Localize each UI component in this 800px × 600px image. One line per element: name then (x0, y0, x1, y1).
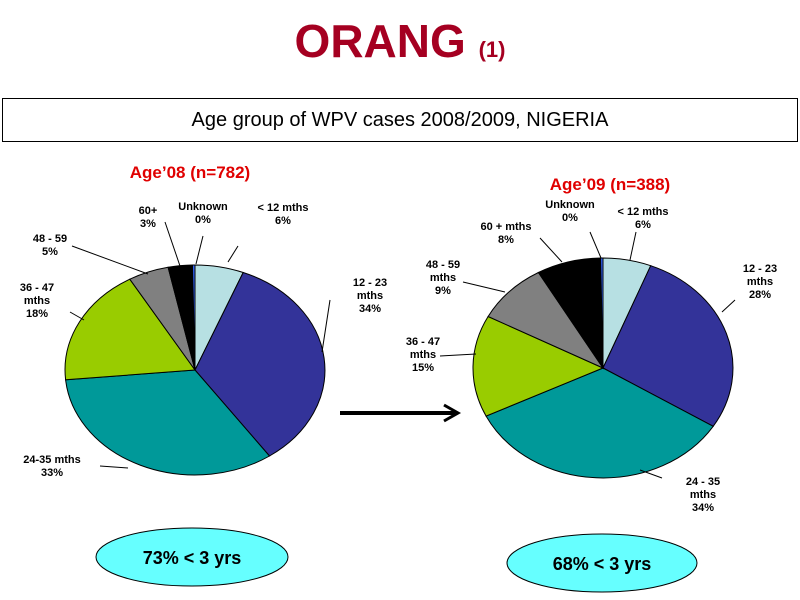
summary-ellipse-1 (95, 527, 289, 587)
pie2-label-1: < 12 mths 6% (617, 206, 668, 231)
pie1-label-6: 60+ 3% (139, 205, 158, 230)
summary-text-2: 68% < 3 yrs (553, 554, 652, 574)
slide-title-suffix: (1) (478, 37, 506, 62)
pie2-slice-3 (485, 367, 714, 479)
pie1-leader-2 (321, 299, 331, 353)
pie2-slice-4 (472, 315, 605, 417)
pie2-title: Age’09 (n=388) (550, 175, 670, 194)
pie1-title: Age’08 (n=782) (130, 163, 250, 182)
pie2-label-4: 36 - 47 mths 15% (406, 336, 440, 374)
pie1-slice-3 (65, 369, 271, 476)
pie1-leader-4 (69, 311, 85, 321)
arrow-head (443, 403, 462, 423)
pie1-slice-2 (194, 271, 326, 457)
pie1-leader-3 (99, 465, 129, 469)
subtitle-text: Age group of WPV cases 2008/2009, NIGERI… (191, 108, 609, 131)
pie2-label-2: 12 - 23 mths 28% (743, 263, 777, 301)
pie2-leader-4 (439, 353, 477, 357)
pie2-leader-5 (462, 281, 506, 293)
pie2-leader-7 (589, 231, 602, 259)
pie2-label-6: 60 + mths 8% (480, 221, 531, 246)
pie2-slice-2 (602, 265, 734, 427)
summary-ellipse-2 (506, 533, 698, 593)
pie1-leader-1 (227, 245, 239, 263)
pie2-leader-3 (639, 469, 663, 479)
pie1-leader-6 (164, 221, 181, 267)
pie2-label-5: 48 - 59 mths 9% (426, 259, 460, 297)
pie2-leader-1 (629, 231, 637, 261)
pie1-label-5: 48 - 59 5% (33, 233, 67, 258)
pie1-label-3: 24-35 mths 33% (23, 454, 80, 479)
pie2-leader-6 (539, 237, 563, 263)
pie1-slice-4 (64, 278, 196, 381)
pie2-label-3: 24 - 35 mths 34% (686, 476, 720, 514)
slide-title-text: ORANG (294, 15, 466, 67)
summary-text-1: 73% < 3 yrs (143, 548, 242, 568)
pie1-label-4: 36 - 47 mths 18% (20, 282, 54, 320)
pie1-leader-5 (71, 245, 149, 275)
pie1-label-2: 12 - 23 mths 34% (353, 277, 387, 315)
pie1-label-1: < 12 mths 6% (257, 202, 308, 227)
pie2-leader-2 (721, 299, 736, 313)
subtitle-box: Age group of WPV cases 2008/2009, NIGERI… (2, 98, 798, 142)
pie1-label-7: Unknown 0% (178, 201, 228, 226)
pie1-slice-7 (191, 264, 196, 371)
slide-title: ORANG (1) (0, 14, 800, 68)
pie2-label-7: Unknown 0% (545, 199, 595, 224)
pie1-leader-7 (195, 235, 204, 265)
